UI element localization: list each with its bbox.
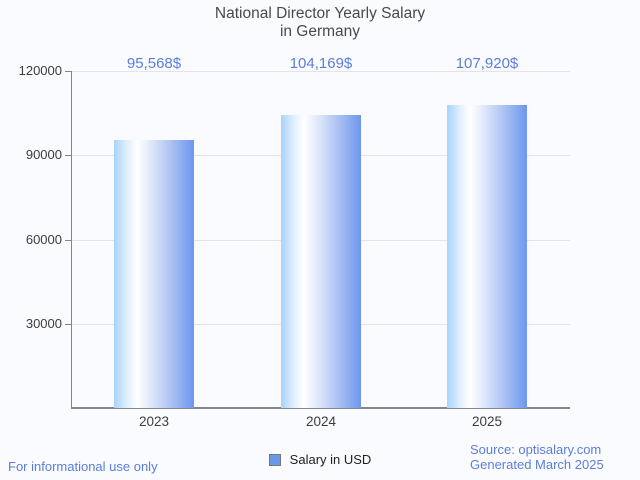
source-text: Source: optisalary.com bbox=[470, 442, 602, 457]
y-axis-tick bbox=[65, 324, 71, 325]
legend: Salary in USD bbox=[0, 452, 640, 467]
legend-swatch-icon bbox=[268, 453, 281, 466]
y-axis-tick-label: 90000 bbox=[25, 147, 62, 162]
gridline bbox=[72, 71, 570, 72]
x-axis-label: 2025 bbox=[471, 414, 503, 429]
x-axis-label: 2023 bbox=[138, 414, 170, 429]
y-axis-tick-label: 120000 bbox=[18, 63, 62, 78]
disclaimer-text: For informational use only bbox=[8, 459, 158, 474]
bar-value-label: 104,169$ bbox=[289, 55, 353, 72]
chart-title: National Director Yearly Salary in Germa… bbox=[0, 5, 640, 41]
generated-text: Generated March 2025 bbox=[470, 457, 604, 472]
bar-2023[interactable] bbox=[114, 140, 194, 408]
legend-label: Salary in USD bbox=[289, 452, 372, 467]
y-axis-tick bbox=[65, 240, 71, 241]
bar-2024[interactable] bbox=[281, 115, 361, 408]
chart-title-line2: in Germany bbox=[279, 23, 361, 40]
y-axis-line bbox=[71, 71, 72, 409]
x-axis-line bbox=[71, 407, 570, 409]
y-axis-tick bbox=[65, 71, 71, 72]
y-axis-tick bbox=[65, 155, 71, 156]
y-axis-tick-label: 30000 bbox=[25, 316, 62, 331]
x-axis-label: 2024 bbox=[305, 414, 337, 429]
bar-value-label: 95,568$ bbox=[126, 55, 182, 72]
chart-title-line1: National Director Yearly Salary bbox=[214, 5, 426, 22]
source-block: Source: optisalary.com Generated March 2… bbox=[470, 442, 604, 472]
bar-value-label: 107,920$ bbox=[455, 55, 519, 72]
bar-2025[interactable] bbox=[447, 105, 527, 408]
y-axis-tick-label: 60000 bbox=[25, 232, 62, 247]
